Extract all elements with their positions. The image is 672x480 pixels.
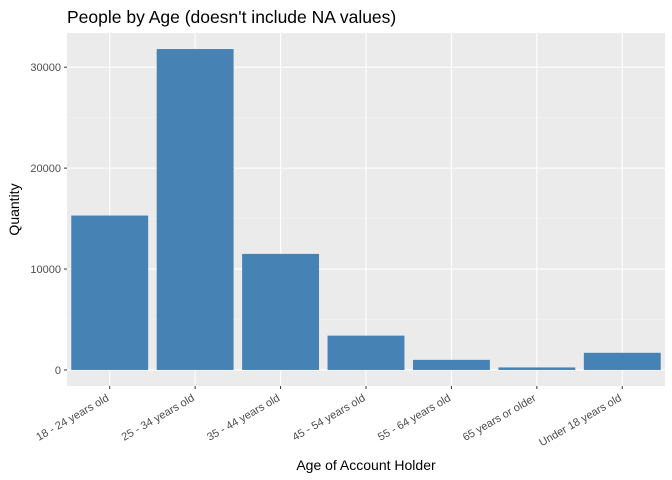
y-tick-label: 0 [55,365,61,377]
y-tick-label: 30000 [30,62,61,74]
x-tick-label: 65 years or older [461,392,539,444]
bar-3 [327,335,405,370]
x-tick-label: 55 - 64 years old [376,392,453,443]
y-tick-label: 20000 [30,163,61,175]
x-tick-label: 25 - 34 years old [120,392,197,443]
bar-5 [498,367,576,370]
x-axis: 18 - 24 years old 25 - 34 years old 35 - 4… [34,386,624,449]
x-tick-label: 35 - 44 years old [205,392,282,443]
x-tick-label: 45 - 54 years old [291,392,368,443]
y-axis: 0 10000 20000 30000 [30,62,67,377]
x-axis-label: Age of Account Holder [296,457,436,473]
y-axis-label: Quantity [6,183,22,235]
x-tick-label: Under 18 years old [537,392,623,449]
bar-6 [583,352,661,370]
bar-2 [242,253,320,370]
bars [71,49,661,370]
bar-4 [412,359,490,370]
chart-title: People by Age (doesn't include NA values… [67,7,397,27]
bar-1 [156,49,234,370]
bar-0 [71,215,149,370]
x-tick-label: 18 - 24 years old [34,392,111,443]
y-tick-label: 10000 [30,264,61,276]
